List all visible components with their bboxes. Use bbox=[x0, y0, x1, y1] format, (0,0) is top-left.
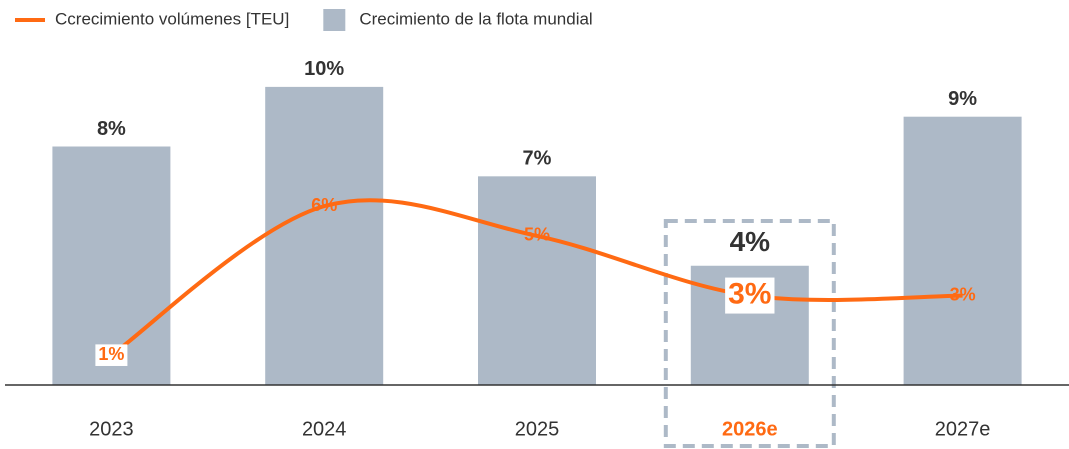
label-background bbox=[725, 277, 775, 314]
legend-swatch bbox=[323, 9, 346, 31]
bar-value-label: 10% bbox=[304, 58, 344, 80]
line bbox=[110, 198, 963, 357]
highlight-box bbox=[663, 219, 836, 448]
bar-value-label: 9% bbox=[948, 88, 977, 110]
line-value-label: 3% bbox=[728, 277, 771, 310]
x-tick-label: 2025 bbox=[515, 418, 560, 440]
bar bbox=[478, 176, 596, 385]
legend-label: Crecimiento de la flota mundial bbox=[359, 9, 592, 28]
legend-label: Ccrecimiento volúmenes [TEU] bbox=[55, 9, 289, 28]
bar-value-label: 7% bbox=[523, 148, 552, 170]
bar-value-label: 8% bbox=[97, 118, 126, 140]
x-tick-label: 2026e bbox=[722, 418, 778, 440]
x-tick-label: 2023 bbox=[89, 418, 134, 440]
line-value-label: 1% bbox=[98, 344, 124, 364]
x-tick-label: 2027e bbox=[935, 418, 991, 440]
bar-value-label: 4% bbox=[730, 226, 771, 257]
bar bbox=[903, 116, 1022, 385]
bar bbox=[265, 86, 384, 386]
line-value-label: 3% bbox=[950, 284, 976, 304]
x-tick-label: 2024 bbox=[302, 418, 347, 440]
line-value-label: 5% bbox=[524, 225, 550, 245]
line-value-label: 6% bbox=[311, 195, 337, 215]
label-background bbox=[95, 344, 128, 366]
